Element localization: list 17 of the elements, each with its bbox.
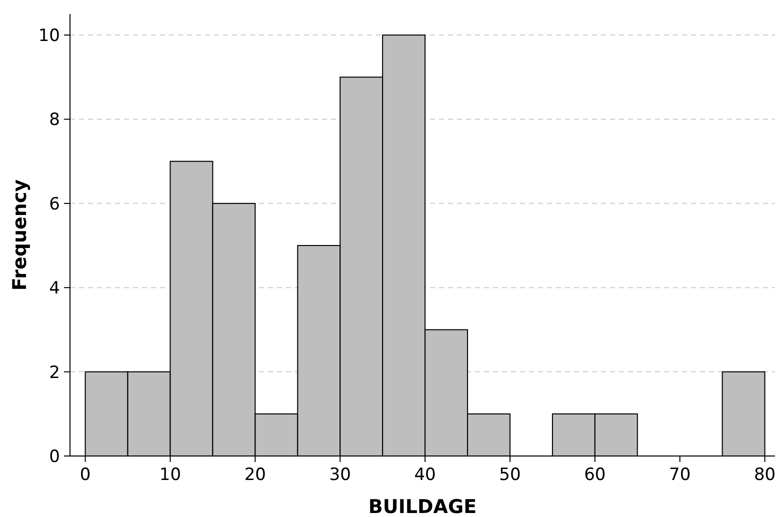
y-tick-label: 0 [49,446,60,467]
x-axis-title: BUILDAGE [368,496,477,517]
x-tick-label: 10 [159,465,182,485]
x-tick-label: 50 [499,465,521,485]
y-tick-label: 10 [38,26,60,46]
y-tick-label: 4 [49,278,60,299]
x-tick-label: 40 [414,465,436,485]
y-tick-label: 6 [49,194,60,214]
x-tick-label: 80 [754,465,776,485]
x-tick-label: 60 [584,465,606,485]
y-tick-label: 2 [49,362,60,383]
y-axis-title: Frequency [9,178,31,291]
x-tick-label: 20 [244,465,266,485]
y-tick-label: 8 [49,110,60,130]
x-tick-label: 30 [329,465,351,485]
x-tick-label: 0 [80,465,91,485]
x-tick-label: 70 [669,465,691,485]
